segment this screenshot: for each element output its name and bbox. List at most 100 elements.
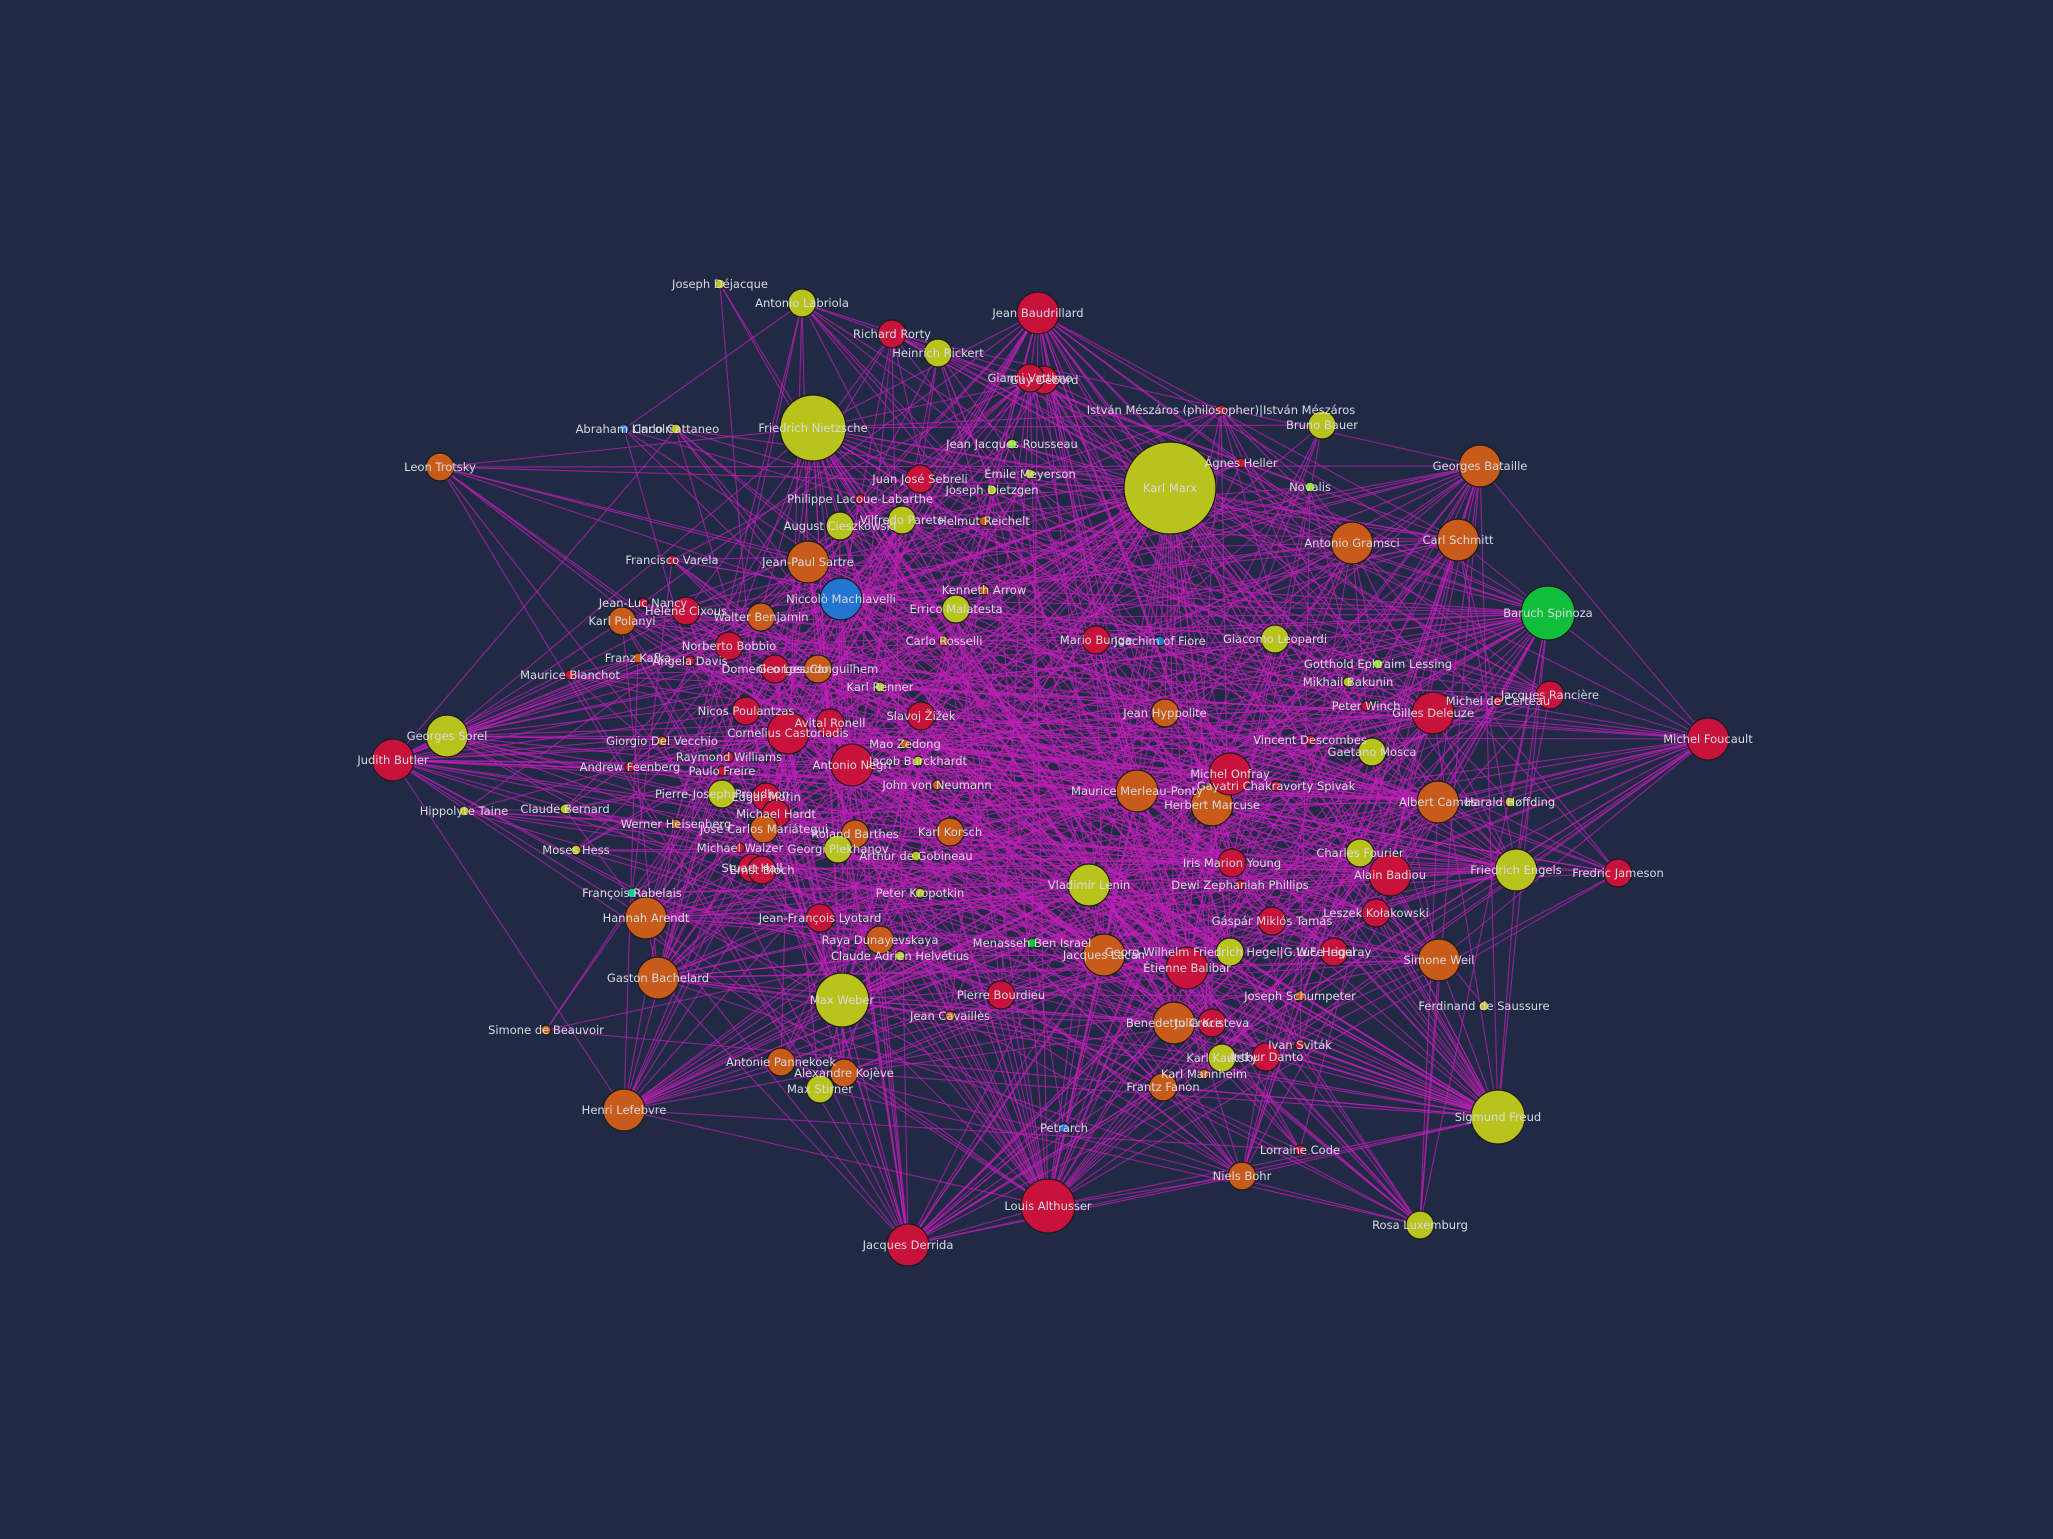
node-carlo-rosselli[interactable]: [938, 635, 950, 647]
node-michel-foucault[interactable]: [1686, 717, 1730, 761]
node-raya-dunayevskaya[interactable]: [865, 925, 895, 955]
node-gotthold-ephraim-lessing[interactable]: [1372, 658, 1384, 670]
node-alain-badiou[interactable]: [1368, 853, 1412, 897]
node-friedrich-engels[interactable]: [1494, 848, 1538, 892]
node-gayatri-chakravorty-spivak[interactable]: [1270, 780, 1282, 792]
node-helmut-reichelt[interactable]: [978, 515, 990, 527]
node-albert-camus[interactable]: [1416, 780, 1460, 824]
node-gaspar-miklos-tamas[interactable]: [1257, 906, 1287, 936]
node-gianni-vattimo[interactable]: [1015, 363, 1045, 393]
node-august-cieszkowski[interactable]: [825, 511, 855, 541]
node-carl-schmitt[interactable]: [1436, 518, 1480, 562]
node-claude-bernard[interactable]: [559, 803, 571, 815]
node-errico-malatesta[interactable]: [941, 594, 971, 624]
node-francisco-varela[interactable]: [666, 554, 678, 566]
node-julia-kristeva[interactable]: [1197, 1008, 1227, 1038]
node-novalis[interactable]: [1304, 481, 1316, 493]
node-hannah-arendt[interactable]: [624, 896, 668, 940]
node-giacomo-leopardi[interactable]: [1260, 624, 1290, 654]
node-sigmund-freud[interactable]: [1470, 1089, 1526, 1145]
node-andrew-feenberg[interactable]: [624, 761, 636, 773]
node-lorraine-code[interactable]: [1294, 1144, 1306, 1156]
node-cornelius-castoriadis[interactable]: [766, 711, 810, 755]
node-emile-meyerson[interactable]: [1024, 468, 1036, 480]
node-jacques-lacan[interactable]: [1082, 933, 1126, 977]
node-frantz-fanon[interactable]: [1148, 1072, 1178, 1102]
node-vilfredo-pareto[interactable]: [887, 505, 917, 535]
node-dewi-zephaniah-phillips[interactable]: [1234, 879, 1246, 891]
node-leszek-ko-akowski[interactable]: [1361, 898, 1391, 928]
node-michel-onfray[interactable]: [1208, 752, 1252, 796]
node-werner-heisenberg[interactable]: [670, 818, 682, 830]
node-peter-kropotkin[interactable]: [914, 887, 926, 899]
node-joseph-dejacque[interactable]: [714, 278, 726, 290]
node-iris-marion-young[interactable]: [1217, 848, 1247, 878]
node-vincent-descombes[interactable]: [1304, 734, 1316, 746]
node-vladimir-lenin[interactable]: [1067, 863, 1111, 907]
node-niels-bohr[interactable]: [1227, 1161, 1257, 1191]
node-karl-mannheim[interactable]: [1198, 1068, 1210, 1080]
node-helene-cixous[interactable]: [671, 596, 701, 626]
node-domenico-losurdo[interactable]: [760, 654, 790, 684]
node-philippe-lacoue-labarthe[interactable]: [854, 493, 866, 505]
node-georges-sorel[interactable]: [425, 714, 469, 758]
node-antonio-gramsci[interactable]: [1330, 521, 1374, 565]
node-richard-rorty[interactable]: [877, 319, 907, 349]
node-petrarch[interactable]: [1058, 1122, 1070, 1134]
node-peter-winch[interactable]: [1360, 700, 1372, 712]
node-rosa-luxemburg[interactable]: [1405, 1210, 1435, 1240]
node-francois-rabelais[interactable]: [626, 887, 638, 899]
node-ivan-svitak[interactable]: [1294, 1039, 1306, 1051]
node-leon-trotsky[interactable]: [425, 452, 455, 482]
node-pierre-joseph-proudhon[interactable]: [707, 779, 737, 809]
node-joachim-of-fiore[interactable]: [1154, 635, 1166, 647]
node-carlo-cattaneo[interactable]: [670, 423, 682, 435]
node-jacques-derrida[interactable]: [886, 1223, 930, 1267]
node-antonio-negri[interactable]: [830, 743, 874, 787]
node-claude-adrien-helvetius[interactable]: [894, 950, 906, 962]
node-friedrich-nietzsche[interactable]: [779, 394, 847, 462]
node-avital-ronell[interactable]: [815, 708, 845, 738]
node-georg-wilhelm-friedrich-hegel-g-w-f-hegel[interactable]: [1215, 937, 1245, 967]
node-maurice-blanchot[interactable]: [564, 669, 576, 681]
node-karl-korsch[interactable]: [935, 817, 965, 847]
node-ernst-bloch[interactable]: [747, 855, 777, 885]
node-mario-bunge[interactable]: [1081, 625, 1111, 655]
node-henri-lefebvre[interactable]: [602, 1088, 646, 1132]
node-juan-jose-sebreli[interactable]: [905, 464, 935, 494]
node-fredric-jameson[interactable]: [1603, 858, 1633, 888]
node-benedetto-croce[interactable]: [1152, 1001, 1196, 1045]
node-nicos-poulantzas[interactable]: [731, 696, 761, 726]
node-walter-benjamin[interactable]: [746, 602, 776, 632]
node-karl-kautsky[interactable]: [1207, 1043, 1237, 1073]
node-mikhail-bakunin[interactable]: [1342, 676, 1354, 688]
node-arthur-danto[interactable]: [1251, 1042, 1281, 1072]
node-norberto-bobbio[interactable]: [714, 631, 744, 661]
node-raymond-williams[interactable]: [723, 751, 735, 763]
node-luce-irigaray[interactable]: [1319, 937, 1349, 967]
node-charles-fourier[interactable]: [1345, 838, 1375, 868]
node-gaston-bachelard[interactable]: [636, 956, 680, 1000]
node-jean-cavailles[interactable]: [944, 1010, 956, 1022]
node-judith-butler[interactable]: [371, 738, 415, 782]
node-giorgio-del-vecchio[interactable]: [656, 735, 668, 747]
node-pierre-bourdieu[interactable]: [986, 980, 1016, 1010]
node-jean-hyppolite[interactable]: [1150, 698, 1180, 728]
node-agnes-heller[interactable]: [1235, 457, 1247, 469]
node-ferdinand-de-saussure[interactable]: [1478, 1000, 1490, 1012]
node-simone-weil[interactable]: [1417, 938, 1461, 982]
node-antonio-labriola[interactable]: [787, 288, 817, 318]
node-karl-marx[interactable]: [1123, 441, 1217, 535]
node-harald-h-ffding[interactable]: [1504, 796, 1516, 808]
node-baruch-spinoza[interactable]: [1520, 585, 1576, 641]
node-michel-de-certeau[interactable]: [1492, 695, 1504, 707]
node-heinrich-rickert[interactable]: [923, 338, 953, 368]
node-menasseh-ben-israel[interactable]: [1026, 937, 1038, 949]
node-angela-davis[interactable]: [684, 655, 696, 667]
node-georgi-plekhanov[interactable]: [823, 834, 853, 864]
node-gaetano-mosca[interactable]: [1357, 737, 1387, 767]
node-kenneth-arrow[interactable]: [978, 584, 990, 596]
node-max-stirner[interactable]: [805, 1074, 835, 1104]
node-jacques-ranciere[interactable]: [1535, 680, 1565, 710]
node-jean-jacques-rousseau[interactable]: [1006, 438, 1018, 450]
